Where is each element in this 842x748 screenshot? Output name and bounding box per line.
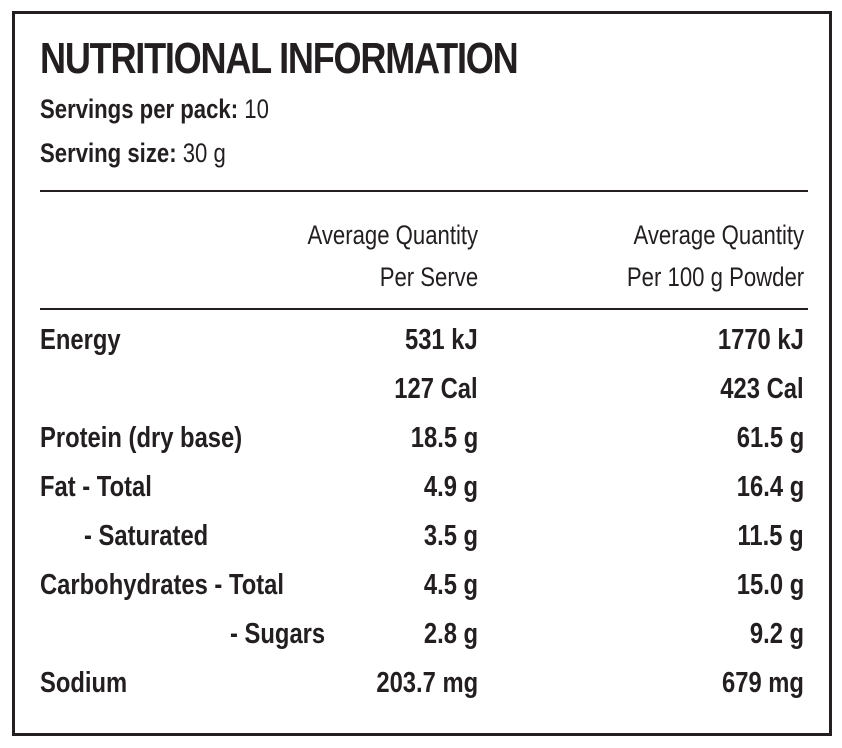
row-label: Fat - Total [40, 471, 152, 503]
row-per-100g: 679 mg [722, 667, 804, 699]
row-per-serve: 4.5 g [423, 569, 478, 601]
row-per-100g: 11.5 g [737, 520, 804, 552]
row-per-100g: 16.4 g [736, 471, 804, 503]
row-per-serve: 203.7 mg [376, 667, 478, 699]
column-header-per-100g: Average Quantity Per 100 g Powder [588, 214, 804, 298]
row-per-serve: 2.8 g [423, 618, 478, 650]
row-per-serve: 18.5 g [410, 422, 478, 454]
servings-per-pack-label: Servings per pack: [40, 94, 239, 124]
row-label: Carbohydrates - Total [40, 569, 285, 601]
row-per-100g: 61.5 g [736, 422, 804, 454]
row-label: - Saturated [84, 520, 209, 552]
top-divider [40, 190, 808, 192]
row-label: - Sugars [230, 618, 326, 650]
row-per-serve: 531 kJ [405, 324, 478, 356]
row-per-100g: 9.2 g [749, 618, 804, 650]
row-label: Energy [40, 324, 121, 356]
row-per-serve: 4.9 g [423, 471, 478, 503]
table-row: Fat - Total 4.9 g 16.4 g [15, 471, 829, 519]
nutrition-panel: NUTRITIONAL INFORMATION Servings per pac… [12, 11, 832, 736]
column-header-per-serve: Average Quantity Per Serve [270, 214, 478, 298]
table-row: - Sugars 2.8 g 9.2 g [15, 618, 829, 666]
panel-title: NUTRITIONAL INFORMATION [40, 34, 519, 83]
row-per-serve: 3.5 g [423, 520, 478, 552]
serving-size: Serving size: 30 g [40, 138, 226, 169]
table-row: Energy 531 kJ 1770 kJ [15, 324, 829, 372]
table-row: 127 Cal 423 Cal [15, 373, 829, 421]
serving-size-value: 30 g [182, 138, 226, 168]
row-per-100g: 423 Cal [720, 373, 804, 405]
table-row: - Saturated 3.5 g 11.5 g [15, 520, 829, 568]
table-row: Protein (dry base) 18.5 g 61.5 g [15, 422, 829, 470]
row-per-serve: 127 Cal [394, 373, 478, 405]
column-header-per-100g-line2: Per 100 g Powder [626, 262, 804, 292]
serving-size-label: Serving size: [40, 138, 177, 168]
row-per-100g: 15.0 g [736, 569, 804, 601]
row-label: Protein (dry base) [40, 422, 243, 454]
table-row: Sodium 203.7 mg 679 mg [15, 667, 829, 715]
row-per-100g: 1770 kJ [718, 324, 804, 356]
column-header-per-100g-line1: Average Quantity [633, 220, 804, 250]
servings-per-pack-value: 10 [244, 94, 269, 124]
row-label: Sodium [40, 667, 128, 699]
column-header-per-serve-line1: Average Quantity [307, 220, 478, 250]
header-divider [40, 308, 808, 310]
column-header-per-serve-line2: Per Serve [379, 262, 478, 292]
table-row: Carbohydrates - Total 4.5 g 15.0 g [15, 569, 829, 617]
servings-per-pack: Servings per pack: 10 [40, 94, 269, 125]
